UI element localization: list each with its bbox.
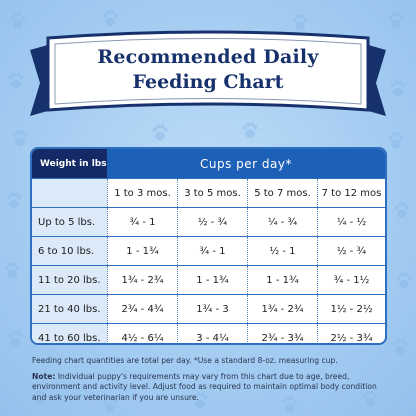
cups-cell: 1¾ - 2¾ bbox=[107, 266, 177, 294]
cups-cell: 2¾ - 4¾ bbox=[107, 295, 177, 323]
note-label: Note: bbox=[32, 372, 56, 381]
weight-cell: 21 to 40 lbs. bbox=[32, 295, 107, 323]
cups-cell: ½ - ¾ bbox=[317, 237, 385, 265]
cups-cell: 1¾ - 3 bbox=[177, 295, 247, 323]
table-row: Up to 5 lbs. ¾ - 1 ½ - ¾ ¼ - ¾ ¼ - ½ bbox=[32, 207, 385, 236]
cups-cell: 2¾ - 3¾ bbox=[247, 324, 317, 343]
note-text: Individual puppy's requirements may vary… bbox=[32, 372, 377, 402]
title-banner bbox=[30, 30, 386, 116]
cups-cell: ½ - 1 bbox=[247, 237, 317, 265]
weight-cell: 6 to 10 lbs. bbox=[32, 237, 107, 265]
cups-per-day-header: Cups per day* bbox=[107, 149, 385, 178]
age-column-header: 3 to 5 mos. bbox=[177, 179, 247, 207]
cups-cell: 3 - 4¼ bbox=[177, 324, 247, 343]
weight-cell: 41 to 60 lbs. bbox=[32, 324, 107, 343]
cups-cell: 4½ - 6¼ bbox=[107, 324, 177, 343]
age-column-header: 5 to 7 mos. bbox=[247, 179, 317, 207]
title-line-2: Feeding Chart bbox=[132, 71, 284, 93]
cups-cell: ¼ - ½ bbox=[317, 208, 385, 236]
age-column-header: 7 to 12 mos bbox=[317, 179, 385, 207]
cups-cell: 1½ - 2½ bbox=[317, 295, 385, 323]
cups-cell: 2½ - 3¾ bbox=[317, 324, 385, 343]
title-line-1: Recommended Daily bbox=[97, 46, 319, 68]
banner-title: Recommended Daily Feeding Chart bbox=[0, 48, 416, 92]
age-header-row: 1 to 3 mos. 3 to 5 mos. 5 to 7 mos. 7 to… bbox=[32, 178, 385, 207]
footnote-note: Note: Individual puppy's requirements ma… bbox=[32, 372, 388, 403]
weight-header: Weight in lbs. bbox=[32, 149, 110, 178]
cups-cell: ¾ - 1 bbox=[107, 208, 177, 236]
table-row: 11 to 20 lbs. 1¾ - 2¾ 1 - 1¾ 1 - 1¾ ¾ - … bbox=[32, 265, 385, 294]
cups-cell: 1 - 1¾ bbox=[177, 266, 247, 294]
table-row: 21 to 40 lbs. 2¾ - 4¾ 1¾ - 3 1¾ - 2¾ 1½ … bbox=[32, 294, 385, 323]
footnote-quantities: Feeding chart quantities are total per d… bbox=[32, 356, 338, 365]
weight-cell: Up to 5 lbs. bbox=[32, 208, 107, 236]
cups-cell: ¼ - ¾ bbox=[247, 208, 317, 236]
cups-cell: ½ - ¾ bbox=[177, 208, 247, 236]
feeding-table: Weight in lbs. Cups per day* 1 to 3 mos.… bbox=[30, 147, 387, 345]
age-column-header: 1 to 3 mos. bbox=[107, 179, 177, 207]
cups-cell: 1 - 1¾ bbox=[107, 237, 177, 265]
cups-cell: ¾ - 1½ bbox=[317, 266, 385, 294]
cups-cell: ¾ - 1 bbox=[177, 237, 247, 265]
cups-cell: 1¾ - 2¾ bbox=[247, 295, 317, 323]
table-row: 41 to 60 lbs. 4½ - 6¼ 3 - 4¼ 2¾ - 3¾ 2½ … bbox=[32, 323, 385, 343]
weight-cell: 11 to 20 lbs. bbox=[32, 266, 107, 294]
table-row: 6 to 10 lbs. 1 - 1¾ ¾ - 1 ½ - 1 ½ - ¾ bbox=[32, 236, 385, 265]
cups-cell: 1 - 1¾ bbox=[247, 266, 317, 294]
corner-cell bbox=[32, 179, 107, 207]
